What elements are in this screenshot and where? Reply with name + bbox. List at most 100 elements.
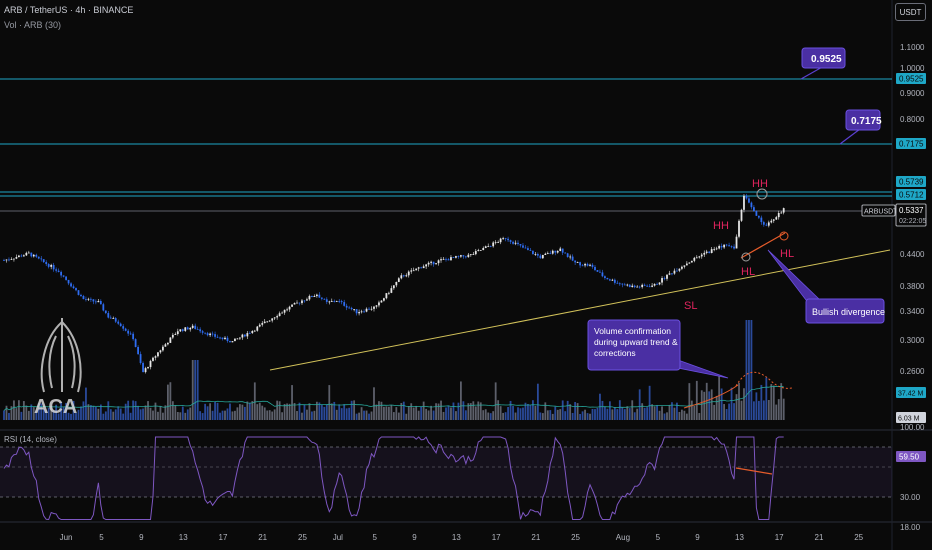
candle-body [474, 251, 477, 255]
volume-bar [340, 408, 343, 420]
candle-body [561, 248, 564, 253]
volume-bar [427, 410, 430, 420]
candle-body [539, 255, 542, 259]
volume-bar [296, 411, 298, 420]
volume-bar [765, 377, 768, 420]
callout-pointer [839, 128, 861, 145]
volume-bar [527, 403, 529, 420]
candle-body [139, 354, 142, 363]
volume-bar [613, 406, 616, 420]
candle-body [455, 256, 457, 258]
time-tick: 17 [492, 533, 501, 542]
candle-body [755, 211, 758, 216]
currency-button[interactable]: USDT [895, 3, 926, 21]
candle-body [700, 254, 703, 257]
callout-target-mid-text: 0.7175 [851, 116, 882, 127]
candle-body [174, 333, 177, 335]
volume-bar [35, 410, 38, 420]
volume-bar [147, 401, 149, 420]
candle-body [273, 317, 276, 319]
candle-body [708, 251, 711, 254]
volume-bar [102, 413, 105, 420]
candle-body [494, 242, 497, 244]
candle-body [308, 295, 311, 300]
volume-bar [243, 406, 246, 420]
volume-bar [698, 413, 701, 420]
volume-bar [298, 402, 301, 420]
price-tick: 0.3800 [900, 282, 925, 291]
volume-bar [504, 412, 507, 420]
volume-bar [653, 406, 656, 420]
candle-body [387, 292, 390, 294]
candle-body [20, 255, 23, 257]
candle-body [65, 276, 67, 280]
volume-bar [589, 413, 591, 420]
volume-bar [762, 400, 765, 420]
volume-bar [325, 404, 328, 420]
volume-bar [221, 410, 224, 420]
volume-bar [400, 402, 403, 420]
time-tick: 5 [373, 533, 378, 542]
candle-body [631, 285, 634, 288]
volume-bar [740, 400, 743, 420]
volume-bar [355, 413, 358, 420]
callout-target-high [801, 47, 846, 69]
volume-bar [3, 410, 5, 420]
volume-bar [571, 412, 574, 420]
candle-body [271, 318, 274, 321]
candle-body [725, 244, 728, 246]
candle-body [281, 312, 284, 314]
volume-bar [566, 400, 569, 420]
label-sl: SL [684, 300, 697, 312]
volume-bar [551, 413, 554, 420]
candle-body [57, 270, 60, 272]
candle-body [705, 251, 708, 253]
volume-bar [397, 412, 400, 420]
volume-bar [387, 406, 390, 420]
candle-body [288, 306, 291, 310]
volume-bar [720, 388, 723, 420]
volume-bar [291, 385, 293, 420]
volume-bar [226, 408, 229, 420]
candle-body [519, 244, 522, 246]
volume-bar [142, 408, 144, 420]
volume-ma-badge [896, 387, 926, 398]
candle-body [589, 264, 591, 266]
candle-body [278, 313, 281, 317]
volume-bar [385, 406, 388, 420]
candle-body [780, 212, 783, 214]
volume-bar [286, 403, 288, 420]
candle-body [536, 254, 539, 256]
candle-body [782, 208, 785, 213]
candle-body [497, 242, 500, 243]
volume-bar [181, 406, 184, 420]
candle-body [760, 217, 763, 223]
candle-body [762, 222, 765, 225]
volume-bar [402, 401, 405, 420]
candle-body [70, 283, 72, 287]
rsi-divergence-line [735, 467, 773, 475]
candle-body [206, 333, 209, 336]
candle-body [13, 258, 15, 260]
candle-body [132, 333, 135, 340]
volume-bar [507, 407, 509, 420]
candle-body [775, 217, 778, 220]
volume-bar [708, 391, 711, 420]
candle-body [94, 301, 97, 303]
volume-bar [606, 408, 609, 420]
volume-bar [584, 409, 586, 420]
volume-bar [308, 403, 311, 420]
volume-bar [445, 407, 447, 420]
candle-body [467, 254, 470, 258]
candle-body [459, 255, 462, 257]
candle-body [102, 304, 105, 311]
time-tick: 5 [656, 533, 661, 542]
volume-bar [604, 406, 606, 420]
candle-body [604, 276, 606, 278]
volume-bar [119, 408, 122, 420]
volume-bar [149, 407, 152, 420]
volume-bar [273, 409, 276, 420]
candle-body [40, 258, 43, 260]
candle-body [75, 288, 77, 291]
